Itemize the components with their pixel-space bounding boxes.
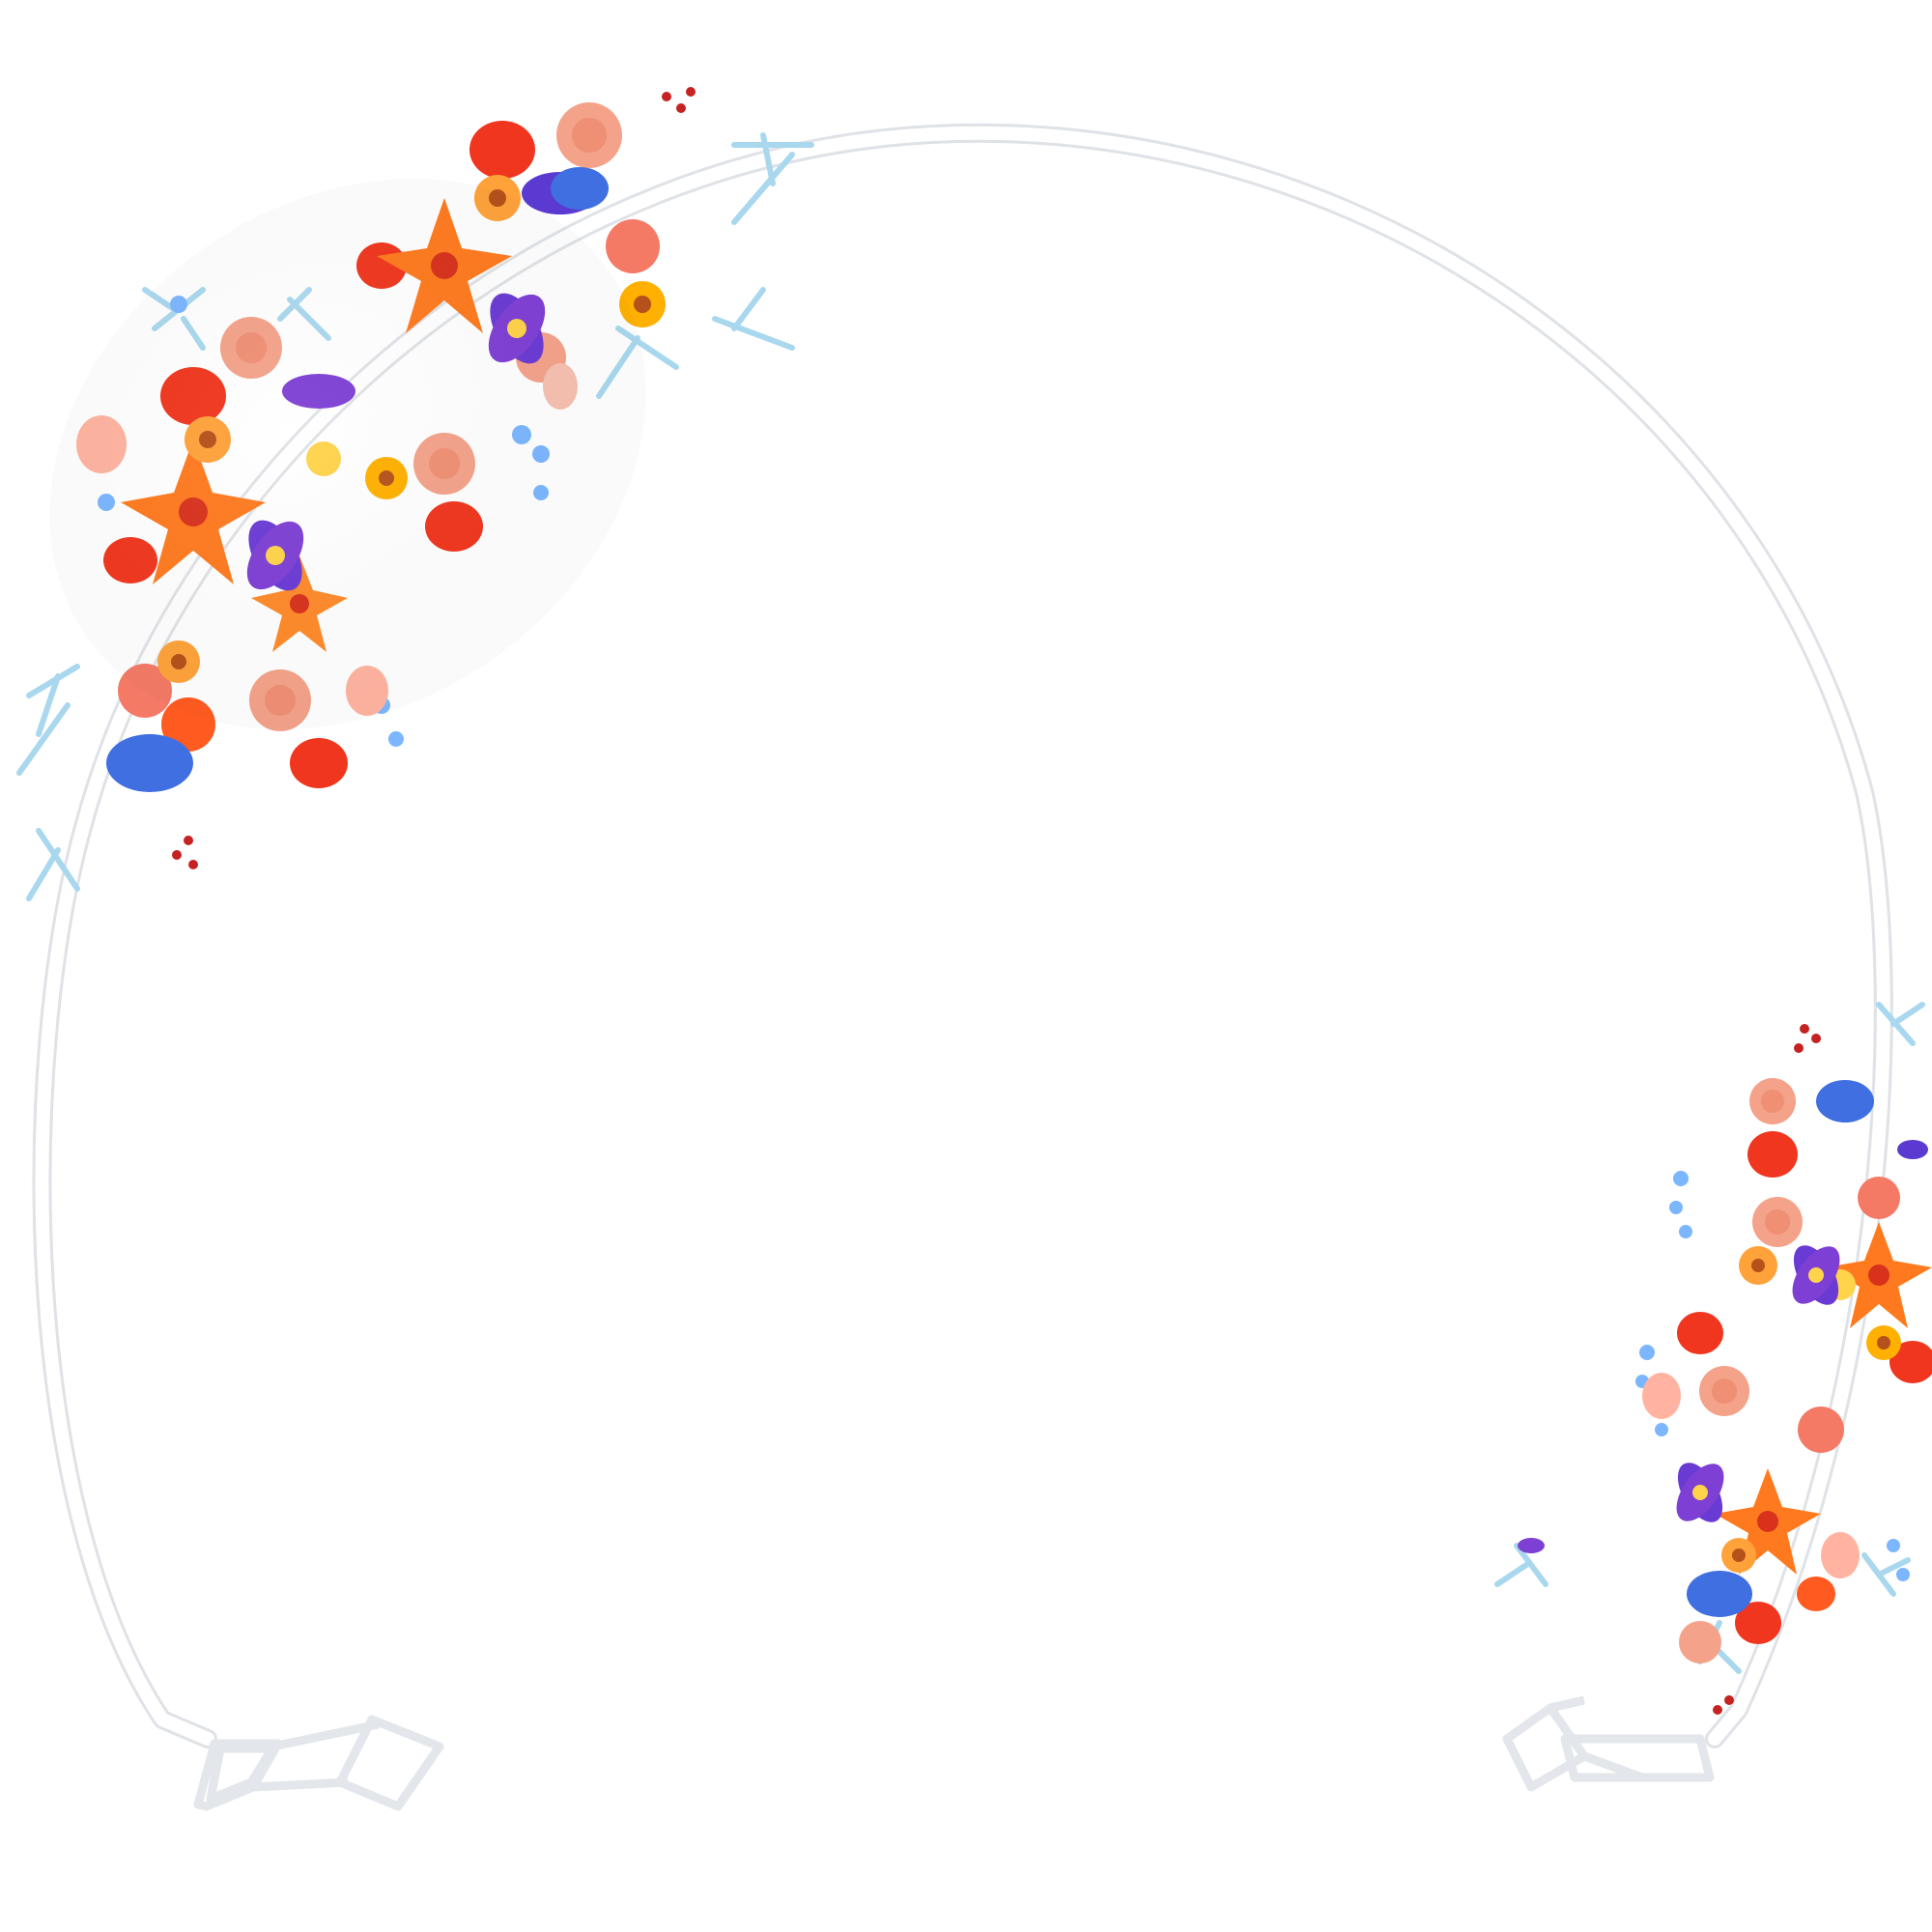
arch-tube (35, 126, 1890, 1746)
floral-arrangement-left (16, 87, 814, 901)
floral-arrangement-right (1494, 1002, 1932, 1715)
blooms-right (1518, 1024, 1932, 1715)
left-base-stand (193, 1715, 444, 1811)
right-base-stand (1502, 1695, 1715, 1792)
arch-frame (32, 123, 1893, 1811)
